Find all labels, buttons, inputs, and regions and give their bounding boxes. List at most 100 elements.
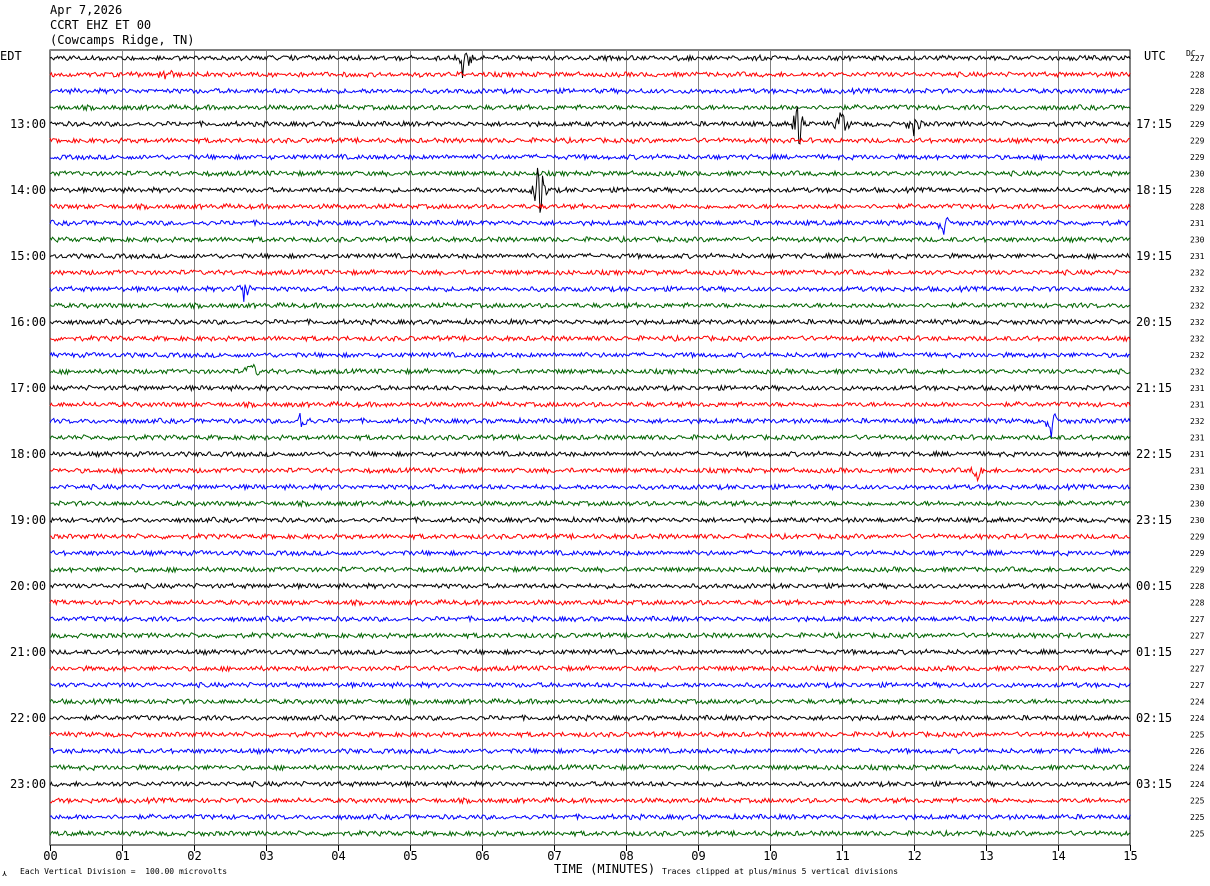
seismic-trace <box>49 829 1131 838</box>
dc-offset-label: 232 <box>1190 335 1205 344</box>
seismic-trace <box>49 499 1131 508</box>
seismic-trace <box>49 548 1131 558</box>
clip-note: Traces clipped at plus/minus 5 vertical … <box>662 867 899 876</box>
seismic-trace <box>49 69 1131 80</box>
seismic-trace <box>49 268 1131 277</box>
dc-offset-label: 232 <box>1190 269 1205 278</box>
dc-offset-label: 232 <box>1190 302 1205 311</box>
seismic-trace <box>49 713 1131 723</box>
dc-offset-label: 232 <box>1190 318 1205 327</box>
edt-hour-label: 18:00 <box>10 447 46 461</box>
dc-offset-label: 225 <box>1190 797 1205 806</box>
dc-offset-label: 231 <box>1190 219 1205 228</box>
dc-offset-label: 232 <box>1190 417 1205 426</box>
seismic-trace <box>49 746 1131 756</box>
dc-offset-label: 226 <box>1190 747 1205 756</box>
dc-label: DC <box>1186 49 1196 58</box>
utc-hour-label: 22:15 <box>1136 447 1172 461</box>
plot-frame <box>49 49 1131 846</box>
dc-offset-label: 228 <box>1190 599 1205 608</box>
dc-offset-label: 232 <box>1190 351 1205 360</box>
dc-offset-label: 227 <box>1190 615 1205 624</box>
dc-offset-label: 229 <box>1190 566 1205 575</box>
x-tick-label: 11 <box>835 849 849 863</box>
seismic-trace <box>49 350 1131 360</box>
dc-offset-label: 225 <box>1190 813 1205 822</box>
utc-hour-label: 01:15 <box>1136 645 1172 659</box>
dc-offset-label: 231 <box>1190 401 1205 410</box>
dc-offset-label: 229 <box>1190 137 1205 146</box>
seismic-trace <box>49 647 1131 657</box>
trace-layer <box>49 52 1131 838</box>
edt-hour-label: 14:00 <box>10 183 46 197</box>
dc-offset-label: 227 <box>1190 665 1205 674</box>
dc-offset-label: 229 <box>1190 104 1205 113</box>
seismic-trace <box>49 796 1131 805</box>
seismic-trace <box>49 106 1131 145</box>
seismic-trace <box>49 465 1131 483</box>
seismic-trace <box>49 664 1131 673</box>
seismic-trace <box>49 52 1131 79</box>
dc-offset-label: 231 <box>1190 384 1205 393</box>
utc-hour-label: 00:15 <box>1136 579 1172 593</box>
dc-offset-label: 227 <box>1190 54 1205 63</box>
x-tick-label: 13 <box>979 849 993 863</box>
x-tick-label: 12 <box>907 849 921 863</box>
dc-offset-label: 228 <box>1190 582 1205 591</box>
seismic-trace <box>49 598 1131 607</box>
seismic-trace <box>49 515 1131 525</box>
grid-layer <box>49 49 1131 851</box>
edt-hour-label: 19:00 <box>10 513 46 527</box>
seismic-trace <box>49 400 1131 409</box>
dc-offset-label: 227 <box>1190 681 1205 690</box>
dc-offset-label: 232 <box>1190 368 1205 377</box>
dc-offset-label: 224 <box>1190 714 1205 723</box>
location-label: (Cowcamps Ridge, TN) <box>50 33 195 47</box>
seismic-trace <box>49 433 1131 442</box>
utc-hour-label: 03:15 <box>1136 777 1172 791</box>
edt-hour-label: 23:00 <box>10 777 46 791</box>
x-tick-label: 01 <box>115 849 129 863</box>
seismic-trace <box>49 680 1131 690</box>
seismic-trace <box>49 779 1131 789</box>
x-tick-label: 06 <box>475 849 489 863</box>
dc-offset-label: 232 <box>1190 285 1205 294</box>
dc-offset-label: 230 <box>1190 170 1205 179</box>
dc-offset-label: 230 <box>1190 236 1205 245</box>
seismic-trace <box>49 565 1131 574</box>
x-tick-label: 10 <box>763 849 777 863</box>
dc-offset-label: 224 <box>1190 780 1205 789</box>
edt-hour-label: 20:00 <box>10 579 46 593</box>
seismic-trace <box>49 202 1131 211</box>
dc-offset-label: 230 <box>1190 516 1205 525</box>
seismic-trace <box>49 284 1131 302</box>
x-tick-label: 07 <box>547 849 561 863</box>
x-tick-label: 09 <box>691 849 705 863</box>
x-tick-label: 04 <box>331 849 345 863</box>
left-zone-label: EDT <box>0 49 22 63</box>
dc-offset-label: 227 <box>1190 632 1205 641</box>
edt-hour-label: 16:00 <box>10 315 46 329</box>
seismic-trace <box>49 383 1131 393</box>
seismic-trace <box>49 614 1130 624</box>
seismic-trace <box>49 169 1131 178</box>
seismic-trace <box>49 363 1131 376</box>
seismic-trace <box>49 317 1131 327</box>
dc-offset-label: 229 <box>1190 120 1205 129</box>
seismic-trace <box>49 449 1131 459</box>
dc-offset-label: 227 <box>1190 648 1205 657</box>
utc-hour-label: 02:15 <box>1136 711 1172 725</box>
x-tick-label: 03 <box>259 849 273 863</box>
seismic-trace <box>49 152 1131 162</box>
x-tick-label: 00 <box>43 849 57 863</box>
utc-hour-label: 21:15 <box>1136 381 1172 395</box>
dc-offset-label: 231 <box>1190 467 1205 476</box>
seismic-trace <box>49 301 1131 310</box>
x-tick-label: 05 <box>403 849 417 863</box>
dc-offset-label: 231 <box>1190 450 1205 459</box>
edt-hour-label: 13:00 <box>10 117 46 131</box>
dc-offset-label: 231 <box>1190 434 1205 443</box>
dc-offset-label: 225 <box>1190 830 1205 839</box>
utc-hour-label: 20:15 <box>1136 315 1172 329</box>
